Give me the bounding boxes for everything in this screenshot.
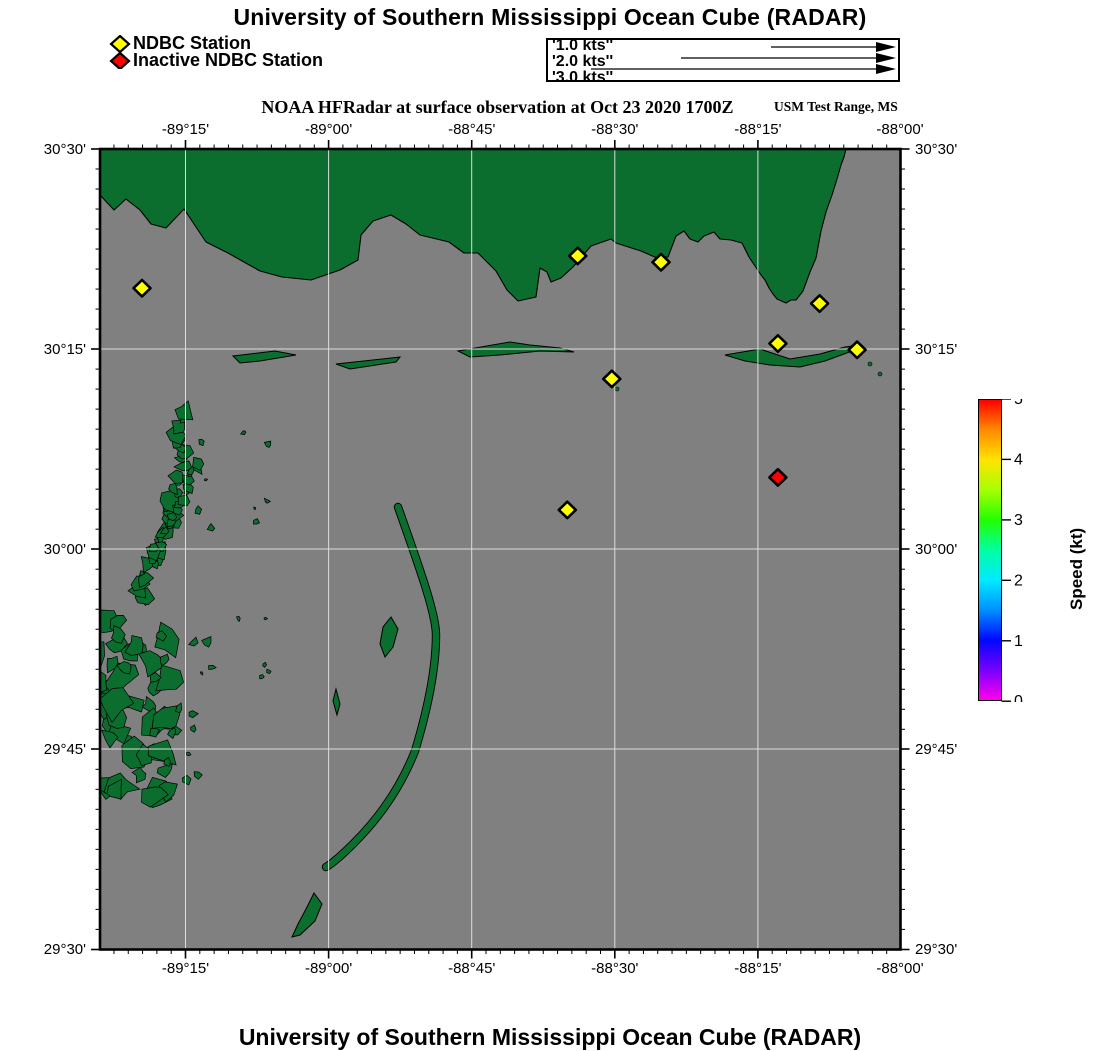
svg-text:30°30': 30°30' bbox=[915, 141, 957, 158]
svg-text:3: 3 bbox=[1014, 511, 1023, 528]
svg-text:30°15': 30°15' bbox=[44, 341, 86, 358]
svg-text:30°00': 30°00' bbox=[44, 541, 86, 558]
svg-text:-88°30': -88°30' bbox=[591, 121, 638, 138]
svg-text:30°15': 30°15' bbox=[915, 341, 957, 358]
svg-text:1: 1 bbox=[1014, 632, 1023, 649]
svg-text:-88°45': -88°45' bbox=[448, 121, 495, 138]
svg-text:29°45': 29°45' bbox=[915, 741, 957, 758]
svg-text:0: 0 bbox=[1014, 693, 1023, 702]
svg-text:-88°00': -88°00' bbox=[876, 121, 923, 138]
svg-text:-88°45': -88°45' bbox=[448, 960, 495, 977]
svg-text:-89°00': -89°00' bbox=[305, 121, 352, 138]
svg-text:-89°00': -89°00' bbox=[305, 960, 352, 977]
svg-text:30°30': 30°30' bbox=[44, 141, 86, 158]
svg-text:29°45': 29°45' bbox=[44, 741, 86, 758]
svg-text:-88°30': -88°30' bbox=[591, 960, 638, 977]
svg-text:-88°00': -88°00' bbox=[876, 960, 923, 977]
svg-text:-89°15': -89°15' bbox=[162, 121, 209, 138]
svg-text:29°30': 29°30' bbox=[915, 941, 957, 958]
svg-text:-89°15': -89°15' bbox=[162, 960, 209, 977]
svg-text:30°00': 30°00' bbox=[915, 541, 957, 558]
svg-text:4: 4 bbox=[1014, 451, 1023, 468]
svg-text:2: 2 bbox=[1014, 572, 1023, 589]
svg-text:29°30': 29°30' bbox=[44, 941, 86, 958]
svg-text:-88°15': -88°15' bbox=[734, 121, 781, 138]
svg-text:-88°15': -88°15' bbox=[734, 960, 781, 977]
svg-text:Inactive NDBC Station: Inactive NDBC Station bbox=[133, 50, 323, 69]
svg-text:5: 5 bbox=[1014, 399, 1023, 408]
